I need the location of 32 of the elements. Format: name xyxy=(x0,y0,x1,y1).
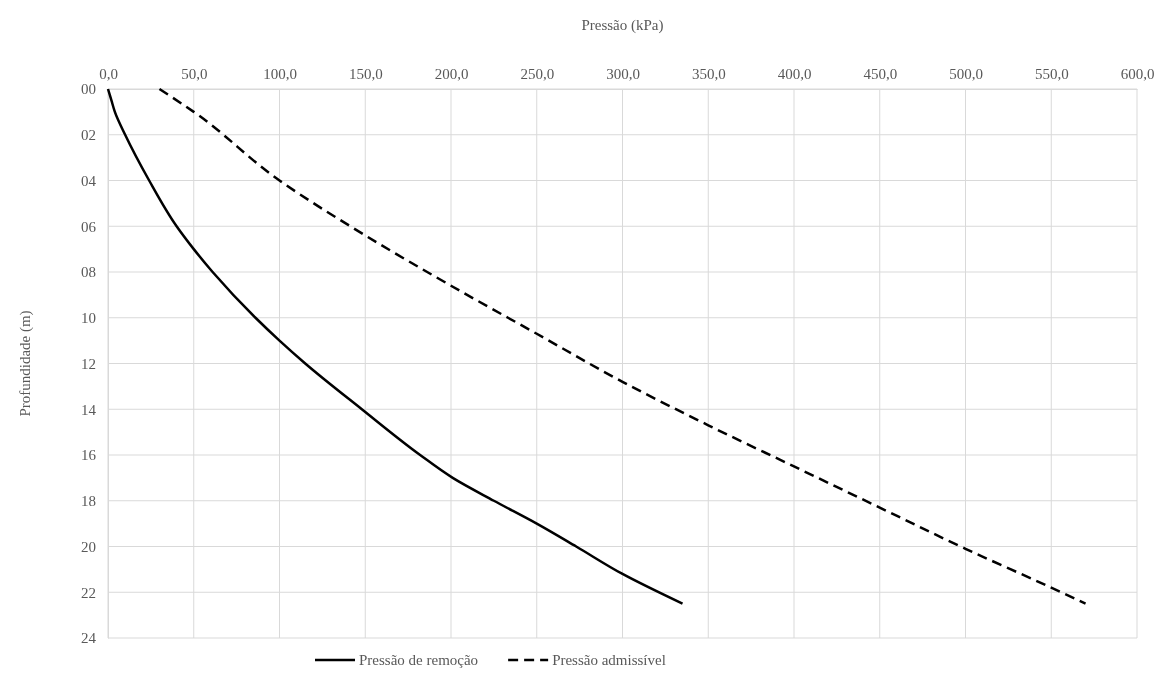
x-tick-label: 250,0 xyxy=(520,66,555,82)
y-tick-label: 04 xyxy=(81,172,97,189)
y-tick-label: 22 xyxy=(81,584,96,601)
x-axis-title: Pressão (kPa) xyxy=(581,17,664,34)
x-tick-label: 550,0 xyxy=(1034,66,1069,82)
y-tick-label: 06 xyxy=(81,218,97,235)
y-tick-label: 00 xyxy=(81,81,96,98)
x-tick-label: 0,0 xyxy=(99,66,118,82)
x-tick-label: 350,0 xyxy=(691,66,726,82)
x-tick-label: 200,0 xyxy=(434,66,469,82)
y-tick-label: 02 xyxy=(81,127,96,144)
legend-label: Pressão de remoção xyxy=(359,652,479,668)
y-tick-label: 10 xyxy=(81,310,96,327)
y-tick-label: 08 xyxy=(81,264,96,281)
y-tick-label: 12 xyxy=(81,355,96,372)
y-tick-label: 16 xyxy=(81,447,97,464)
line-series xyxy=(106,87,684,605)
x-tick-label: 300,0 xyxy=(606,66,640,82)
y-tick-label: 14 xyxy=(81,401,97,418)
x-tick-label: 600,0 xyxy=(1120,66,1155,82)
x-tick-label: 50,0 xyxy=(181,66,208,82)
line-series xyxy=(158,87,1087,605)
x-tick-label: 100,0 xyxy=(263,66,297,82)
y-axis-title: Profundidade (m) xyxy=(17,310,34,417)
x-tick-label: 500,0 xyxy=(949,66,983,82)
x-tick-label: 400,0 xyxy=(777,66,812,82)
x-tick-label: 450,0 xyxy=(863,66,898,82)
y-tick-label: 18 xyxy=(81,493,96,510)
legend-label: Pressão admissível xyxy=(552,652,666,668)
y-tick-label: 20 xyxy=(81,538,96,555)
y-tick-label: 24 xyxy=(81,630,97,647)
x-tick-label: 150,0 xyxy=(348,66,383,82)
